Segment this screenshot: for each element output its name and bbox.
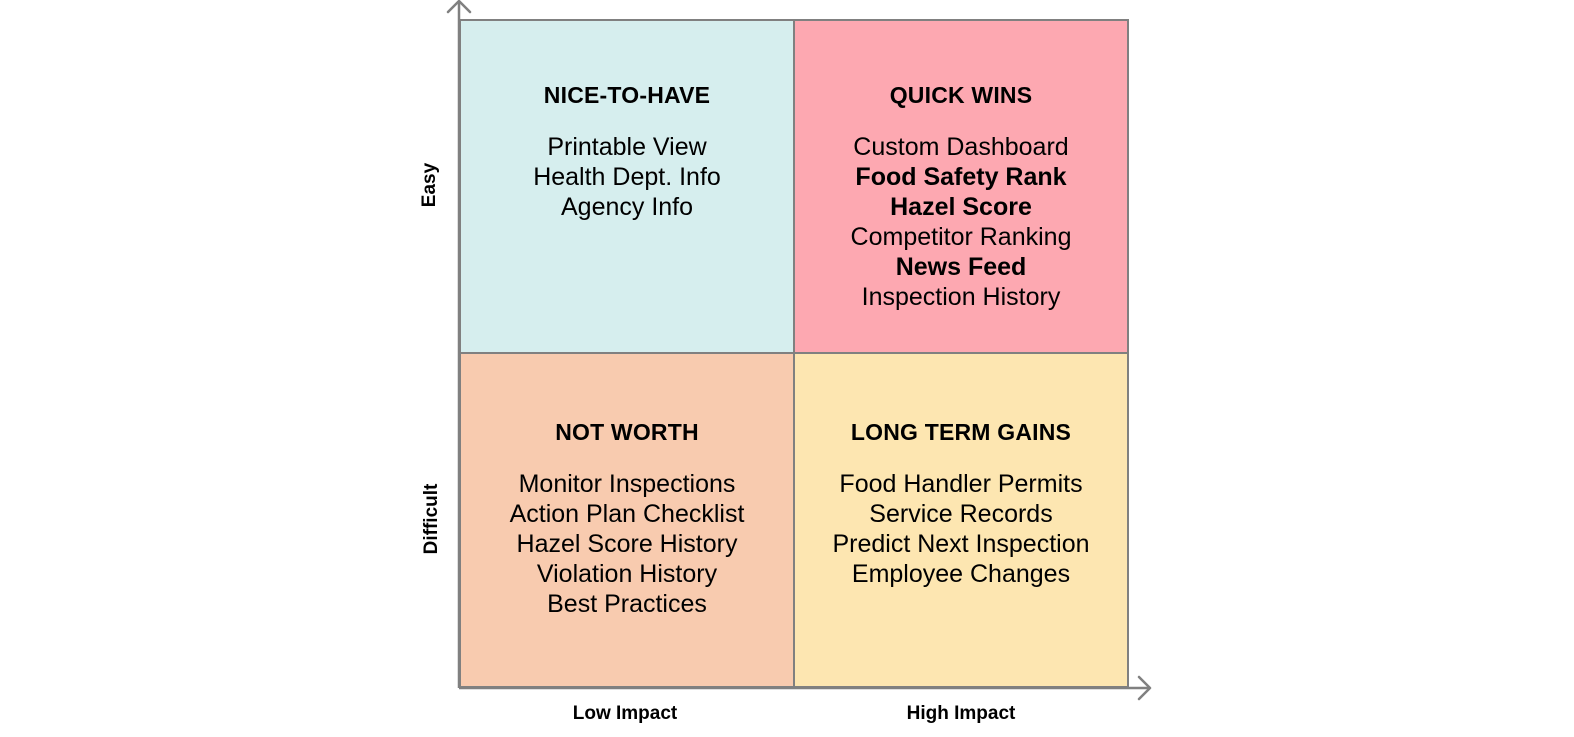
quadrant-item: Inspection History <box>861 283 1061 311</box>
quadrant-item: Monitor Inspections <box>518 470 736 498</box>
quadrant-item: Competitor Ranking <box>850 223 1072 251</box>
quadrant-item: Agency Info <box>560 193 694 221</box>
quadrant-item: Employee Changes <box>851 560 1071 588</box>
y-axis-label-easy: Easy <box>419 162 440 208</box>
quadrant-item: Health Dept. Info <box>533 163 721 191</box>
quadrant-quick-wins: QUICK WINS Custom Dashboard Food Safety R… <box>793 19 1129 354</box>
quadrant-not-worth: NOT WORTH Monitor Inspections Action Plan… <box>459 352 795 688</box>
quadrant-item-list: Monitor Inspections Action Plan Checklist… <box>461 469 793 619</box>
quadrant-item: Hazel Score <box>890 193 1032 221</box>
quadrant-item: Service Records <box>869 500 1053 528</box>
quadrant-title: NOT WORTH <box>555 419 699 445</box>
quadrant-item-list: Food Handler Permits Service Records Predi… <box>795 469 1127 589</box>
quadrant-title: QUICK WINS <box>889 82 1033 108</box>
quadrant-long-term-gains: LONG TERM GAINS Food Handler Permits Serv… <box>793 352 1129 688</box>
quadrant-item: Hazel Score History <box>516 530 738 558</box>
quadrant-item: Violation History <box>536 560 718 588</box>
quadrant-item-list: Printable View Health Dept. Info Agency In… <box>461 132 793 222</box>
quadrant-item: News Feed <box>895 253 1027 281</box>
quadrant-nice-to-have: NICE-TO-HAVE Printable View Health Dept. … <box>459 19 795 354</box>
quadrant-item: Best Practices <box>547 590 707 618</box>
quadrant-item: Printable View <box>547 133 707 161</box>
quadrant-item: Food Handler Permits <box>839 470 1083 498</box>
quadrant-item-list: Custom Dashboard Food Safety Rank Hazel Sc… <box>795 132 1127 312</box>
quadrant-item: Predict Next Inspection <box>832 530 1090 558</box>
quadrant-item: Food Safety Rank <box>855 163 1067 191</box>
x-axis-label-low: Low Impact <box>572 703 678 724</box>
y-axis-label-difficult: Difficult <box>421 483 442 555</box>
quadrant-title: NICE-TO-HAVE <box>543 82 711 108</box>
quadrant-item: Action Plan Checklist <box>509 500 745 528</box>
x-axis-arrowhead <box>1137 675 1152 701</box>
quadrant-title: LONG TERM GAINS <box>850 419 1072 445</box>
y-axis-arrowhead <box>446 0 472 14</box>
quadrant-item: Custom Dashboard <box>853 133 1069 161</box>
x-axis-label-high: High Impact <box>906 703 1016 724</box>
